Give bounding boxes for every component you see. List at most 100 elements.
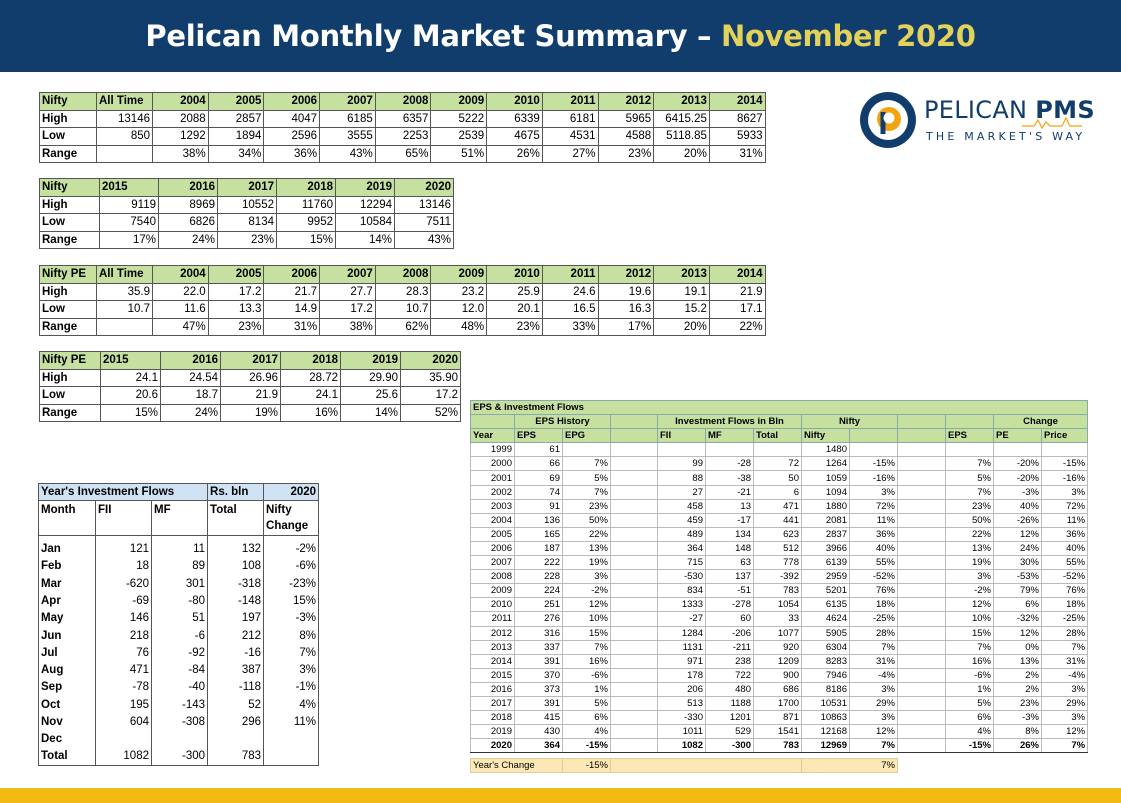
table-cell: 364 bbox=[657, 540, 706, 557]
table-cell: 12% bbox=[945, 597, 994, 613]
table-cell: 23% bbox=[993, 695, 1042, 712]
table-cell: 52% bbox=[400, 403, 461, 422]
table-cell: 76 bbox=[95, 644, 152, 662]
table-cell: 6% bbox=[993, 597, 1042, 613]
table-cell: 7% bbox=[849, 738, 898, 754]
table-cell: 11.6 bbox=[152, 300, 209, 319]
table-cell: 24.6 bbox=[541, 282, 599, 301]
table-cell: 15% bbox=[945, 625, 994, 641]
table-cell: -32% bbox=[993, 611, 1042, 627]
row-label: Aug bbox=[38, 661, 96, 679]
table-cell: 52 bbox=[207, 696, 265, 714]
table-cell: 36% bbox=[263, 144, 321, 163]
table-cell: 489 bbox=[657, 526, 706, 542]
table-row: 2005 165 22% 489 134 623 2837 36% 22% 12% 36% bbox=[470, 526, 1089, 542]
row-label: Low bbox=[39, 386, 101, 405]
table-cell: 6% bbox=[562, 710, 611, 726]
table-cell: -3% bbox=[993, 710, 1042, 726]
table-cell bbox=[562, 442, 611, 458]
empty-cell bbox=[897, 555, 946, 571]
table-row: Low 850 1292 1894 2596 3555 2253 2539 4675 4531 45… bbox=[39, 127, 766, 146]
flows-title: Year's Investment Flows bbox=[37, 482, 209, 502]
table-cell: 10% bbox=[562, 611, 611, 627]
empty-cell bbox=[610, 484, 658, 500]
table-cell: 35.90 bbox=[400, 368, 461, 387]
table-cell: 7% bbox=[263, 644, 320, 662]
table-cell: 12% bbox=[993, 625, 1042, 641]
empty-cell bbox=[897, 625, 946, 641]
table-cell: -16% bbox=[1040, 470, 1089, 486]
table-cell: 17.2 bbox=[319, 300, 376, 319]
table-row: 2002 74 7% 27 -21 6 1094 3% 7% -3% 3% bbox=[470, 484, 1089, 500]
row-label: Low bbox=[39, 127, 97, 146]
column-header: 2008 bbox=[374, 265, 432, 284]
eps-investment-flows-table: EPS & Investment Flows EPS History Investm… bbox=[469, 399, 1089, 774]
empty-cell bbox=[610, 724, 658, 740]
table-cell bbox=[96, 317, 153, 336]
table-row: 2008 228 3% -530 137 -392 2959 -52% 3% -53% -52% bbox=[470, 569, 1089, 585]
table-cell: 2013 bbox=[470, 639, 515, 655]
column-header: Nifty bbox=[39, 178, 100, 197]
table-row: High 24.1 24.54 26.96 28.72 29.90 35.90 bbox=[39, 368, 461, 387]
table-cell: 12294 bbox=[335, 195, 395, 214]
table-cell: 31% bbox=[263, 317, 321, 336]
table-cell: 14% bbox=[335, 230, 395, 249]
table-cell: 13146 bbox=[394, 195, 454, 214]
column-header: Month bbox=[38, 500, 96, 519]
column-header: 2016 bbox=[160, 351, 221, 370]
column-header: 2019 bbox=[335, 178, 395, 197]
table-cell: 17.2 bbox=[207, 282, 265, 301]
table-row: 2014 391 16% 971 238 1209 8283 31% 16% 13% 31% bbox=[470, 653, 1089, 669]
table-row: 2019 430 4% 1011 529 1541 12168 12% 4% 8% 12% bbox=[470, 724, 1089, 740]
table-cell: 251 bbox=[514, 597, 563, 613]
column-header: 2011 bbox=[541, 265, 599, 284]
table-cell: 10.7 bbox=[96, 300, 153, 319]
empty-cell bbox=[897, 498, 946, 514]
empty-cell bbox=[610, 512, 658, 528]
logo-pulse-line bbox=[1022, 116, 1082, 130]
table-cell: 4% bbox=[562, 724, 611, 740]
table-cell: 2012 bbox=[470, 625, 515, 641]
table-cell: -3% bbox=[263, 609, 320, 627]
table-cell: 28.3 bbox=[374, 282, 432, 301]
table-cell: 513 bbox=[657, 695, 706, 712]
investment-flows-table: Year's Investment Flows Rs. bln 2020 Month F… bbox=[37, 482, 320, 766]
column-header: Nifty bbox=[263, 500, 320, 519]
table-cell: 222 bbox=[514, 555, 563, 571]
empty-cell bbox=[610, 758, 802, 774]
table-cell: 31% bbox=[849, 653, 898, 669]
eps-table-title: EPS & Investment Flows bbox=[469, 399, 1089, 416]
table-cell: 512 bbox=[753, 540, 802, 557]
group-header: Change bbox=[992, 414, 1089, 430]
table-cell: 3% bbox=[263, 661, 320, 679]
table-row: Oct 195 -143 52 4% bbox=[38, 696, 320, 714]
table-cell: -206 bbox=[705, 625, 754, 641]
row-label: Range bbox=[39, 144, 97, 163]
flows-spacer-row bbox=[38, 535, 320, 541]
table-cell: 72% bbox=[1040, 498, 1089, 514]
table-cell: 1082 bbox=[657, 738, 706, 754]
table-cell: -6% bbox=[562, 667, 611, 683]
table-cell: 296 bbox=[207, 713, 265, 731]
table-row: Apr -69 -80 -148 15% bbox=[38, 592, 320, 610]
column-header: 2004 bbox=[152, 92, 209, 111]
table-cell: 16% bbox=[562, 653, 611, 669]
table-cell: 89 bbox=[150, 557, 209, 575]
table-cell: 55% bbox=[1040, 555, 1089, 571]
row-label: Range bbox=[39, 230, 100, 249]
table-cell bbox=[95, 730, 152, 748]
years-change-label: Year's Change bbox=[470, 758, 563, 774]
nifty-table-2004-2014: Nifty All Time 2004 2005 2006 2007 2008 2009 201… bbox=[39, 92, 766, 163]
table-header-row: Nifty 2015 2016 2017 2018 2019 2020 bbox=[39, 178, 454, 197]
empty-cell bbox=[207, 518, 265, 536]
table-cell: 1011 bbox=[657, 724, 706, 740]
column-header: 2010 bbox=[486, 265, 543, 284]
flows-title-row: Year's Investment Flows Rs. bln 2020 bbox=[37, 482, 320, 502]
table-cell: 2003 bbox=[470, 498, 515, 514]
column-header: Total bbox=[753, 428, 802, 444]
column-header: FII bbox=[657, 428, 706, 444]
empty-cell bbox=[610, 569, 658, 585]
table-cell: 834 bbox=[657, 583, 706, 599]
table-cell: 1541 bbox=[753, 724, 802, 740]
table-cell: 16% bbox=[280, 403, 341, 422]
